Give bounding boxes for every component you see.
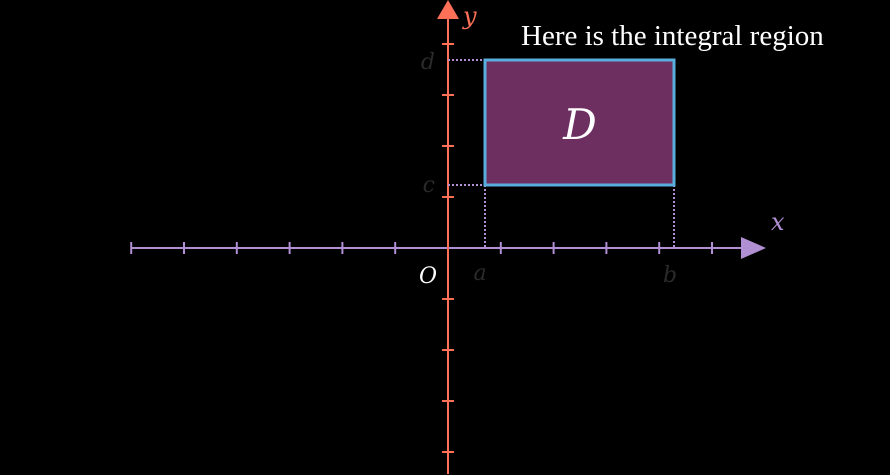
integral-region	[483, 58, 676, 187]
y-axis-label: y	[462, 2, 477, 30]
bound-label-d: d	[421, 50, 435, 75]
bound-label-a: a	[473, 261, 486, 286]
x-axis: x	[130, 208, 785, 259]
y-axis-arrowhead	[437, 0, 459, 19]
bound-label-c: c	[423, 173, 435, 198]
y-axis-ticks	[442, 43, 454, 453]
region-label: D	[562, 100, 597, 149]
x-axis-label: x	[771, 208, 785, 236]
bound-guides	[448, 59, 675, 248]
x-axis-arrowhead	[741, 237, 766, 259]
y-axis: y	[437, 0, 477, 474]
origin-label: O	[419, 264, 437, 289]
bound-label-b: b	[663, 263, 677, 288]
caption: Here is the integral region	[521, 20, 824, 52]
x-axis-ticks	[130, 242, 713, 254]
